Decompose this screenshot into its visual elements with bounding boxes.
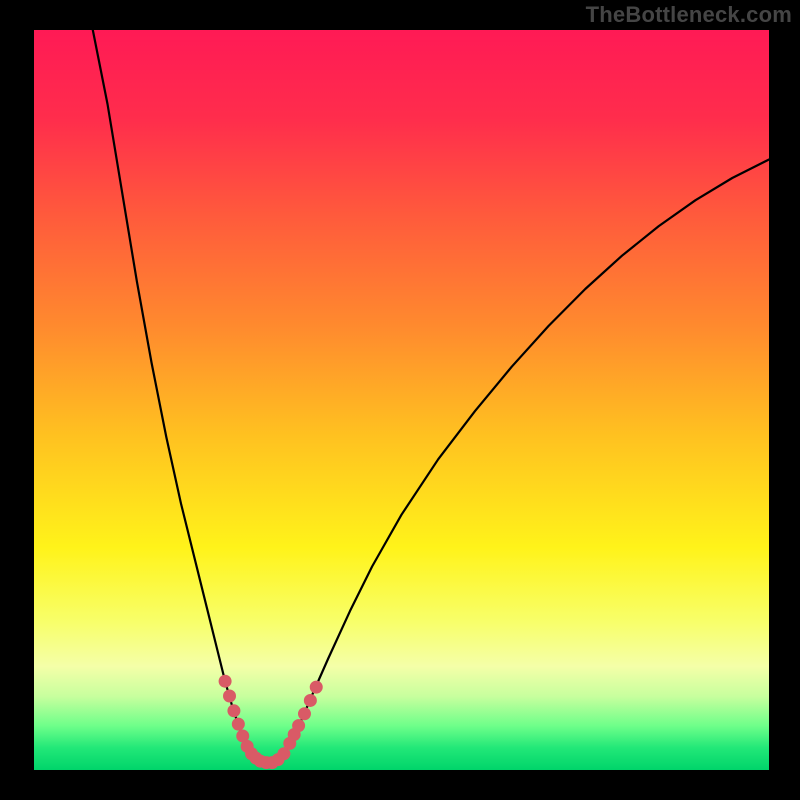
gradient-background xyxy=(34,30,769,770)
watermark-text: TheBottleneck.com xyxy=(586,2,792,28)
marker-dot xyxy=(304,694,316,706)
marker-dot xyxy=(293,720,305,732)
bottleneck-chart xyxy=(0,0,800,800)
marker-dot xyxy=(310,681,322,693)
marker-dot xyxy=(224,690,236,702)
marker-dot xyxy=(228,705,240,717)
marker-dot xyxy=(219,675,231,687)
marker-dot xyxy=(232,718,244,730)
outer-frame: TheBottleneck.com xyxy=(0,0,800,800)
marker-dot xyxy=(298,708,310,720)
